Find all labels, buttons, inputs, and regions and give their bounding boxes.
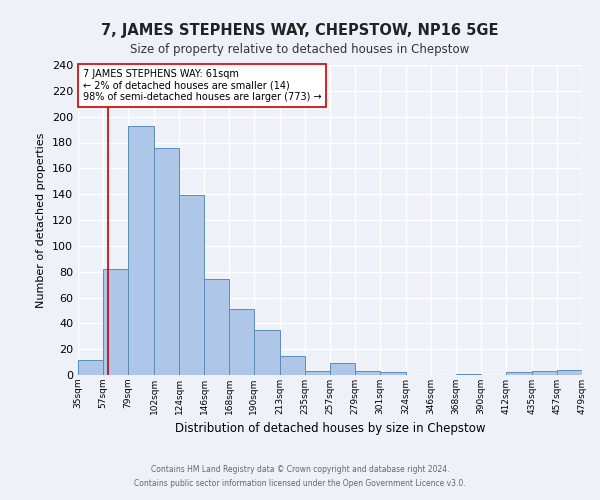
Bar: [456, 374, 481, 375]
Bar: [532, 371, 557, 375]
Bar: [154, 148, 179, 375]
Bar: [330, 364, 355, 375]
Bar: [103, 269, 128, 375]
Bar: [254, 330, 280, 375]
Bar: [78, 360, 103, 375]
Bar: [280, 356, 305, 375]
Bar: [128, 126, 154, 375]
X-axis label: Distribution of detached houses by size in Chepstow: Distribution of detached houses by size …: [175, 422, 485, 436]
Y-axis label: Number of detached properties: Number of detached properties: [37, 132, 46, 308]
Bar: [204, 280, 229, 375]
Text: 7, JAMES STEPHENS WAY, CHEPSTOW, NP16 5GE: 7, JAMES STEPHENS WAY, CHEPSTOW, NP16 5G…: [101, 22, 499, 38]
Bar: [355, 371, 380, 375]
Bar: [380, 372, 406, 375]
Bar: [229, 309, 254, 375]
Bar: [179, 196, 204, 375]
Text: 7 JAMES STEPHENS WAY: 61sqm
← 2% of detached houses are smaller (14)
98% of semi: 7 JAMES STEPHENS WAY: 61sqm ← 2% of deta…: [83, 69, 321, 102]
Bar: [305, 371, 330, 375]
Text: Size of property relative to detached houses in Chepstow: Size of property relative to detached ho…: [130, 42, 470, 56]
Text: Contains HM Land Registry data © Crown copyright and database right 2024.
Contai: Contains HM Land Registry data © Crown c…: [134, 466, 466, 487]
Bar: [506, 372, 532, 375]
Bar: [557, 370, 582, 375]
